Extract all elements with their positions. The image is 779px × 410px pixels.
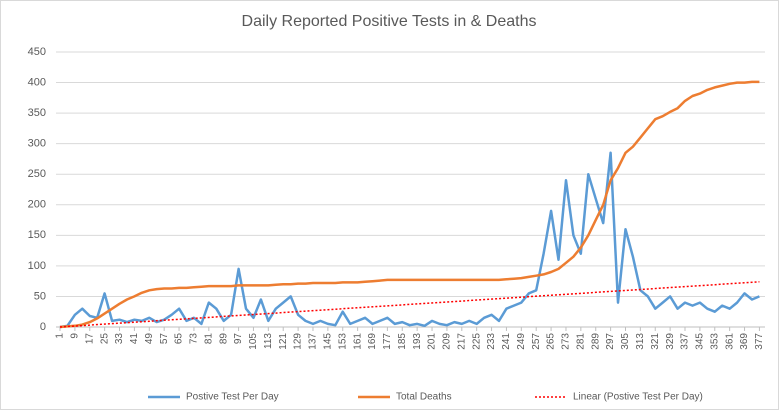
y-tick-label: 200: [28, 199, 46, 211]
x-tick-label: 217: [456, 333, 467, 350]
x-tick-label: 257: [531, 333, 542, 350]
series-line: [59, 281, 760, 328]
x-tick-label: 249: [516, 333, 527, 350]
x-tick-label: 89: [218, 333, 229, 345]
x-tick-label: 129: [293, 333, 304, 350]
x-tick-label: 177: [382, 333, 393, 350]
x-tick-label: 201: [427, 333, 438, 350]
legend-label: Linear (Postive Test Per Day): [573, 392, 703, 403]
x-tick-label: 321: [650, 333, 661, 350]
y-tick-label: 450: [28, 46, 46, 58]
y-tick-label: 100: [28, 260, 46, 272]
x-tick-label: 369: [739, 333, 750, 350]
x-tick-label: 297: [605, 333, 616, 350]
x-tick-label: 153: [337, 333, 348, 350]
x-tick-label: 337: [680, 333, 691, 350]
x-tick-label: 209: [442, 333, 453, 350]
y-tick-label: 150: [28, 229, 46, 241]
y-tick-label: 0: [40, 321, 46, 333]
x-tick-label: 57: [159, 333, 170, 345]
x-tick-label: 81: [203, 333, 214, 345]
x-tick-label: 377: [754, 333, 765, 350]
y-tick-label: 250: [28, 168, 46, 180]
x-tick-label: 225: [471, 333, 482, 350]
x-tick-label: 121: [278, 333, 289, 350]
x-tick-label: 185: [397, 333, 408, 350]
x-tick-label: 9: [70, 333, 81, 339]
x-tick-label: 353: [709, 333, 720, 350]
x-tick-label: 241: [501, 333, 512, 350]
y-tick-label: 300: [28, 138, 46, 150]
x-tick-label: 233: [486, 333, 497, 350]
x-tick-label: 1: [55, 333, 66, 339]
x-tick-label: 33: [114, 333, 125, 345]
y-tick-label: 50: [34, 290, 46, 302]
x-tick-label: 41: [129, 333, 140, 345]
x-tick-label: 273: [561, 333, 572, 350]
x-tick-label: 73: [189, 333, 200, 345]
x-tick-label: 145: [323, 333, 334, 350]
x-tick-label: 105: [248, 333, 259, 350]
x-tick-label: 169: [367, 333, 378, 350]
x-tick-label: 289: [590, 333, 601, 350]
series-line: [59, 151, 760, 329]
series-line: [59, 80, 760, 329]
x-tick-label: 281: [575, 333, 586, 350]
x-tick-label: 137: [308, 333, 319, 350]
x-tick-label: 313: [635, 333, 646, 350]
x-tick-label: 193: [412, 333, 423, 350]
y-tick-label: 350: [28, 107, 46, 119]
legend-label: Postive Test Per Day: [186, 392, 279, 403]
x-tick-label: 113: [263, 333, 274, 349]
x-tick-label: 17: [84, 333, 95, 345]
x-tick-label: 305: [620, 333, 631, 350]
x-tick-label: 97: [233, 333, 244, 345]
y-tick-label: 400: [28, 76, 46, 88]
x-tick-label: 329: [665, 333, 676, 350]
chart-title: Daily Reported Positive Tests in & Death…: [242, 13, 537, 30]
x-tick-label: 361: [724, 333, 735, 350]
x-tick-label: 25: [99, 333, 110, 345]
x-tick-label: 265: [546, 333, 557, 350]
x-tick-label: 49: [144, 333, 155, 345]
legend-label: Total Deaths: [396, 392, 452, 403]
x-tick-label: 345: [695, 333, 706, 350]
x-tick-label: 161: [352, 333, 363, 350]
x-tick-label: 65: [174, 333, 185, 345]
